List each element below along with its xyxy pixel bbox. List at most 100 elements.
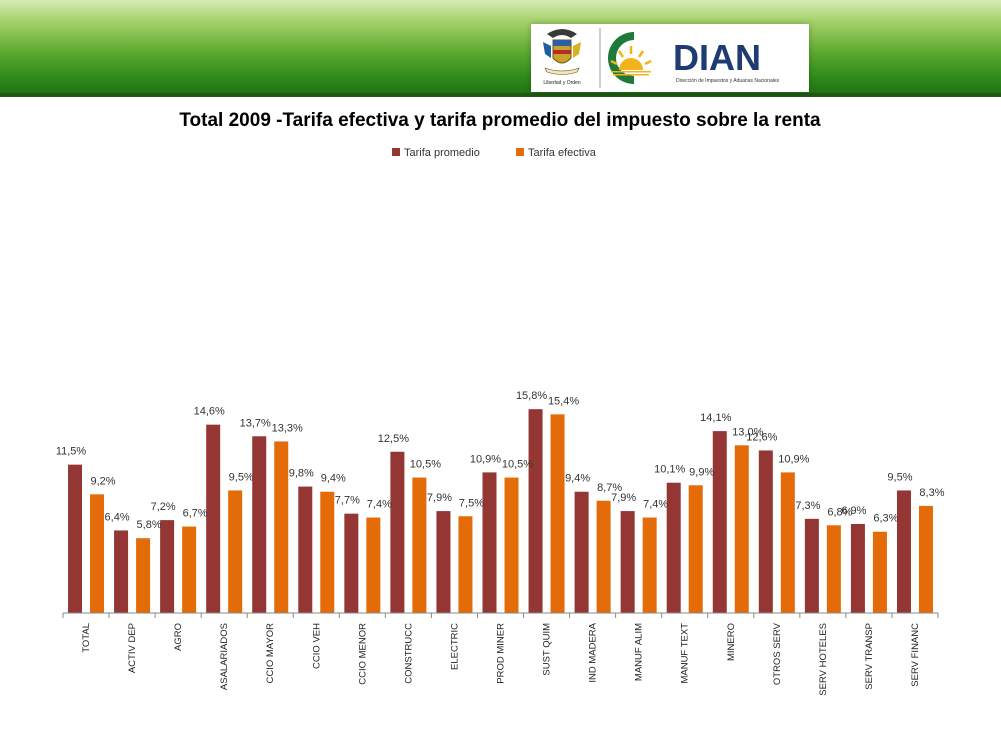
data-label-efectiva-17: 6,3% [873,513,898,525]
bar-promedio-17 [850,523,865,613]
data-label-promedio-17: 6,9% [841,505,866,517]
category-label-16: SERV HOTELES [818,623,829,696]
bar-chart: Total 2009 -Tarifa efectiva y tarifa pro… [56,110,945,696]
data-label-efectiva-8: 7,5% [459,497,484,509]
bar-efectiva-3 [228,490,243,613]
data-label-promedio-8: 7,9% [427,492,452,504]
bar-efectiva-4 [274,441,289,613]
bar-promedio-16 [804,518,819,613]
data-label-efectiva-14: 13,0% [732,426,763,438]
bar-efectiva-17 [872,531,887,613]
data-labels-layer: 11,5% 9,2% 6,4% 5,8% 7,2% 6,7% 14,6% 9,5% 13,7% 1… [56,390,945,531]
category-label-1: ACTIV DEP [127,623,138,673]
bar-efectiva-9 [504,477,519,613]
bar-efectiva-6 [366,517,381,613]
data-label-promedio-1: 6,4% [105,511,130,523]
logos: Libertad y Orden DIAN [543,28,761,88]
bar-efectiva-13 [688,485,703,613]
data-label-efectiva-3: 9,5% [229,471,254,483]
dian-wordmark: DIAN [673,37,761,78]
category-label-6: CCIO MENOR [357,623,368,685]
bar-efectiva-15 [780,472,795,613]
category-label-4: CCIO MAYOR [265,623,276,684]
category-label-15: OTROS SERV [772,622,783,685]
data-label-efectiva-1: 5,8% [137,519,162,531]
category-label-13: MANUF TEXT [680,623,691,684]
chart-legend: Tarifa promedio Tarifa efectiva [392,147,597,159]
data-label-efectiva-10: 15,4% [548,395,579,407]
data-label-efectiva-16: 6,8% [827,506,852,518]
data-label-promedio-0: 11,5% [56,446,87,458]
data-label-efectiva-6: 7,4% [367,499,392,511]
chart-title: Total 2009 -Tarifa efectiva y tarifa pro… [179,110,821,131]
bars-layer [68,409,933,613]
category-label-2: AGRO [173,623,184,651]
legend-swatch-0 [392,148,400,156]
bar-efectiva-18 [918,505,933,613]
header-divider [0,93,1001,97]
bar-promedio-14 [712,431,727,613]
data-label-efectiva-2: 6,7% [183,508,208,520]
coat-of-arms-label: Libertad y Orden [543,80,580,86]
data-label-efectiva-15: 10,9% [778,453,809,465]
bar-promedio-3 [206,424,221,613]
data-label-promedio-9: 10,9% [470,453,501,465]
bar-promedio-5 [298,486,313,613]
data-label-promedio-3: 14,6% [194,406,225,418]
bar-efectiva-16 [826,525,841,613]
data-label-promedio-14: 14,1% [700,412,731,424]
category-label-3: ASALARIADOS [219,623,230,690]
bar-promedio-1 [114,530,129,613]
bar-promedio-10 [528,409,543,613]
data-label-efectiva-5: 9,4% [321,473,346,485]
category-label-12: MANUF ALIM [634,623,645,681]
bar-efectiva-10 [550,414,565,613]
data-label-promedio-13: 10,1% [654,464,685,476]
x-axis-ticks [62,613,939,618]
bar-efectiva-11 [596,500,611,613]
bar-promedio-15 [758,450,773,613]
data-label-promedio-2: 7,2% [151,501,176,513]
category-label-17: SERV TRANSP [864,623,875,690]
bar-promedio-8 [436,511,451,613]
bar-efectiva-1 [136,538,151,613]
data-label-efectiva-9: 10,5% [502,459,533,471]
data-label-efectiva-11: 8,7% [597,482,622,494]
category-label-9: PROD MINER [496,623,507,684]
data-label-efectiva-0: 9,2% [90,475,115,487]
bar-efectiva-12 [642,517,657,613]
dian-emblem-icon [608,32,652,84]
category-label-0: TOTAL [81,623,92,653]
data-label-promedio-5: 9,8% [289,468,314,480]
category-label-14: MINERO [726,623,737,661]
bar-promedio-7 [390,451,405,613]
data-label-promedio-16: 7,3% [795,500,820,512]
data-label-efectiva-18: 8,3% [919,487,944,499]
coat-of-arms-icon: Libertad y Orden [543,29,581,86]
bar-promedio-12 [620,511,635,613]
bar-efectiva-7 [412,477,427,613]
legend-label-1: Tarifa efectiva [528,147,597,159]
data-label-promedio-7: 12,5% [378,433,409,445]
data-label-promedio-12: 7,9% [611,492,636,504]
legend-swatch-1 [516,148,524,156]
bar-efectiva-2 [182,526,197,613]
data-label-promedio-10: 15,8% [516,390,547,402]
data-label-promedio-15: 12,6% [746,431,777,443]
header-banner [0,0,1001,97]
category-label-10: SUST QUIM [542,623,553,676]
bar-promedio-9 [482,472,497,613]
data-label-efectiva-12: 7,4% [643,499,668,511]
bar-promedio-13 [666,482,681,613]
legend-label-0: Tarifa promedio [404,147,480,159]
category-labels-layer: TOTAL ACTIV DEP AGRO ASALARIADOS CCIO MAYOR C… [81,622,921,695]
category-label-8: ELECTRIC [449,623,460,670]
data-label-efectiva-13: 9,9% [689,466,714,478]
data-label-promedio-4: 13,7% [240,417,271,429]
category-label-18: SERV FINANC [910,623,921,687]
dian-subtitle: Dirección de Impuestos y Aduanas Naciona… [676,78,780,84]
bar-promedio-6 [344,513,359,613]
bar-efectiva-14 [734,445,749,613]
bar-promedio-18 [896,490,911,613]
bar-efectiva-8 [458,516,473,613]
